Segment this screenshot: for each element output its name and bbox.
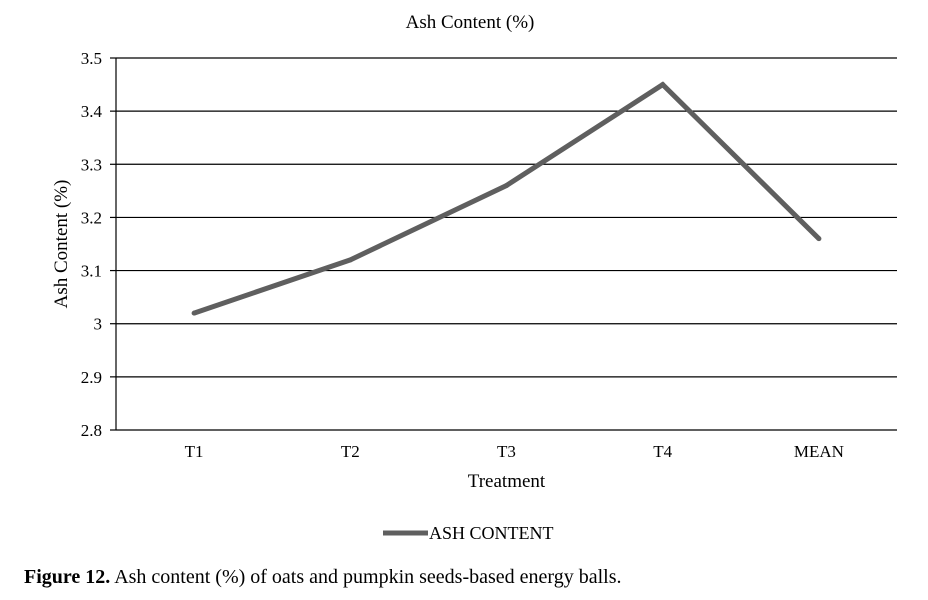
series-line-ash-content [193, 81, 821, 316]
legend-label-ash-content: ASH CONTENT [429, 523, 554, 543]
figure-caption-label: Figure 12. [24, 566, 111, 588]
data-point [660, 82, 666, 88]
x-tick-label: T3 [497, 442, 516, 461]
y-tick-labels: 2.8 2.9 3 3.1 3.2 3.3 3.4 3.5 [81, 49, 116, 440]
y-tick-label: 3.2 [81, 208, 102, 227]
chart-title: Ash Content (%) [406, 12, 535, 33]
gridlines [116, 57, 897, 378]
x-tick-label: T4 [653, 442, 672, 461]
y-axis-label: Ash Content (%) [51, 180, 72, 309]
y-tick-label: 3.1 [81, 262, 102, 281]
figure-caption: Figure 12. Ash content (%) of oats and p… [24, 566, 621, 589]
legend: ASH CONTENT [383, 523, 554, 543]
y-tick-label: 3.5 [81, 49, 102, 68]
y-tick-label: 3.4 [81, 102, 103, 121]
x-tick-label: T1 [185, 442, 204, 461]
x-tick-label: MEAN [794, 442, 844, 461]
data-point [347, 257, 353, 263]
y-tick-label: 2.9 [81, 368, 102, 387]
x-tick-labels: T1 T2 T3 T4 MEAN [185, 442, 844, 461]
x-tick-label: T2 [341, 442, 360, 461]
y-tick-label: 3 [94, 315, 103, 334]
y-tick-label: 2.8 [81, 421, 102, 440]
line-chart: Ash Content (%) 2.8 2.9 3 3.1 3.2 3.3 3.4 3.5 T… [51, 12, 897, 543]
data-point [816, 236, 822, 242]
data-point [191, 310, 197, 316]
y-tick-label: 3.3 [81, 155, 102, 174]
x-axis-label: Treatment [468, 471, 546, 492]
data-point [504, 183, 509, 189]
series-layer [191, 81, 822, 316]
figure-caption-text: Ash content (%) of oats and pumpkin seed… [110, 566, 622, 588]
